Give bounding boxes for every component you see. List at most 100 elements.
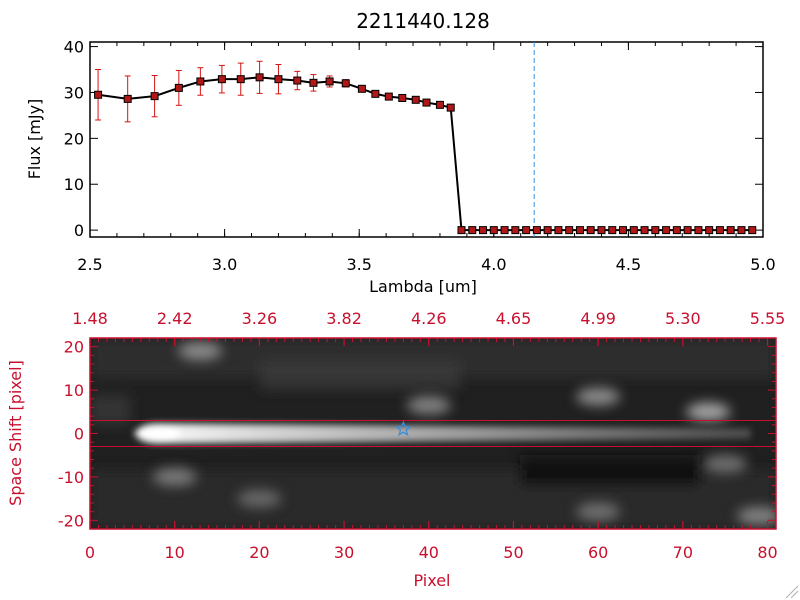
image-blob	[406, 396, 451, 415]
data-point	[608, 226, 617, 235]
x-tick-label: 0	[85, 543, 95, 562]
spectrum-y-tick-labels: 0 10 20 30 40	[64, 38, 84, 241]
image-blob	[178, 342, 223, 361]
x-tick-label: 4.0	[481, 255, 506, 274]
x-tick-label: 5.0	[750, 255, 775, 274]
top-axis-wavelength-label: 4.99	[580, 309, 616, 328]
x-tick-label: 60	[588, 543, 608, 562]
trace-peak	[135, 423, 180, 444]
data-point	[586, 226, 595, 235]
data-point	[705, 226, 714, 235]
data-point	[543, 226, 552, 235]
data-point	[500, 226, 509, 235]
image-noise	[90, 338, 776, 529]
data-point	[446, 103, 455, 112]
data-point	[411, 95, 420, 104]
data-point	[629, 226, 638, 235]
data-point	[683, 226, 692, 235]
x-tick-label: 3.0	[212, 255, 237, 274]
data-point	[236, 75, 245, 84]
data-point	[715, 226, 724, 235]
data-point	[575, 226, 584, 235]
data-point	[737, 226, 746, 235]
y-tick-label: 40	[64, 38, 84, 57]
data-point	[479, 226, 488, 235]
data-point	[489, 226, 498, 235]
y-tick-label: 0	[74, 425, 84, 444]
y-tick-label: -10	[58, 468, 84, 487]
spectrum-x-tick-labels: 2.5 3.0 3.5 4.0 4.5 5.0	[77, 255, 775, 274]
y-tick-label: -20	[58, 511, 84, 530]
data-point	[435, 100, 444, 109]
spectrum-plot-frame	[89, 41, 764, 238]
x-tick-label: 2.5	[77, 255, 102, 274]
data-point	[651, 226, 660, 235]
spectral-trace	[132, 423, 751, 444]
noise-patch	[520, 455, 700, 485]
resize-grip-icon[interactable]	[785, 585, 799, 599]
data-point	[640, 226, 649, 235]
data-point	[384, 92, 393, 101]
trace-body	[132, 423, 751, 444]
image-blob	[576, 502, 621, 521]
data-point	[565, 226, 574, 235]
data-point	[371, 89, 380, 98]
data-point	[597, 226, 606, 235]
top-axis-wavelength-label: 4.26	[411, 309, 447, 328]
data-point	[662, 226, 671, 235]
image-blob	[737, 506, 776, 525]
resize-grip-line	[785, 585, 799, 599]
image-ticks	[89, 338, 777, 529]
x-tick-label: 20	[249, 543, 269, 562]
data-point	[255, 73, 264, 82]
data-point	[398, 93, 407, 102]
data-point	[217, 75, 226, 84]
top-axis-wavelength-label: 2.42	[157, 309, 193, 328]
image-top-wavelength-labels: 1.48 2.42 3.26 3.82 4.26 4.65 4.99 5.30 5.55	[72, 309, 785, 328]
x-tick-label: 30	[334, 543, 354, 562]
data-point	[94, 90, 103, 99]
image-y-tick-labels: -20 -10 0 10 20	[58, 338, 84, 531]
y-tick-label: 20	[64, 338, 84, 357]
data-point	[174, 83, 183, 92]
data-point	[196, 77, 205, 86]
noise-patch	[260, 360, 460, 390]
image-blob	[152, 467, 197, 486]
data-point	[619, 226, 628, 235]
top-axis-wavelength-label: 5.55	[750, 309, 786, 328]
top-axis-wavelength-label: 3.26	[242, 309, 278, 328]
x-tick-label: 10	[165, 543, 185, 562]
image-y-axis-label: Space Shift [pixel]	[6, 360, 25, 506]
image-blob	[686, 402, 731, 421]
top-axis-wavelength-label: 1.48	[72, 309, 108, 328]
data-point	[309, 78, 318, 87]
x-tick-label: 4.5	[616, 255, 641, 274]
data-point	[357, 84, 366, 93]
data-point	[522, 226, 531, 235]
image-blob	[237, 489, 282, 508]
x-tick-label: 50	[503, 543, 523, 562]
data-point	[293, 76, 302, 85]
top-axis-wavelength-label: 3.82	[326, 309, 362, 328]
y-tick-label: 10	[64, 381, 84, 400]
y-tick-label: 20	[64, 129, 84, 148]
image-blobs	[152, 342, 776, 525]
data-point	[341, 79, 350, 88]
data-point	[554, 226, 563, 235]
data-point	[468, 226, 477, 235]
y-tick-label: 10	[64, 175, 84, 194]
data-point	[726, 226, 735, 235]
spectrum-panel: 2.5 3.0 3.5 4.0 4.5 5.0 0 10 20 30 40 Lambda [um]…	[25, 38, 776, 296]
spectrum-markers	[94, 73, 757, 235]
resize-grip-line	[790, 590, 799, 599]
data-point	[150, 92, 159, 101]
x-tick-label: 70	[673, 543, 693, 562]
spectral-image	[90, 338, 776, 529]
data-point	[325, 77, 334, 86]
image-x-tick-labels: 0 10 20 30 40 50 60 70 80	[85, 543, 778, 562]
data-point	[532, 226, 541, 235]
image-blob	[703, 454, 748, 473]
image-panel: 0 10 20 30 40 50 60 70 80 -20 -10 0 10 20 1.48 2.42 3.…	[6, 309, 785, 590]
data-point	[123, 94, 132, 103]
